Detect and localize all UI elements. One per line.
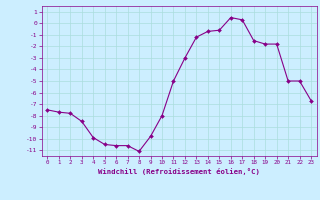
X-axis label: Windchill (Refroidissement éolien,°C): Windchill (Refroidissement éolien,°C) bbox=[98, 168, 260, 175]
